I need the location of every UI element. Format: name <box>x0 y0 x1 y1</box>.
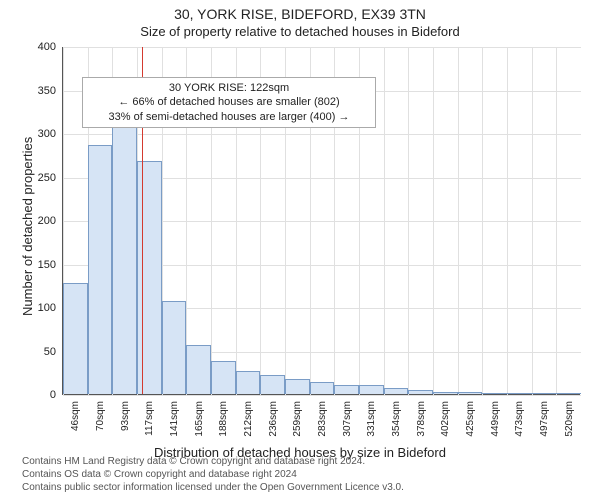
x-tick-label: 425sqm <box>465 401 476 437</box>
x-tick-label: 93sqm <box>120 401 131 431</box>
histogram-bar <box>532 393 557 394</box>
y-tick-label: 150 <box>26 259 56 271</box>
histogram-bar <box>63 283 88 394</box>
gridline <box>63 47 581 48</box>
chart-container: 30, YORK RISE, BIDEFORD, EX39 3TN Size o… <box>0 0 600 500</box>
x-tick-label: 331sqm <box>366 401 377 437</box>
histogram-bar <box>482 393 507 394</box>
footer-line-2: Contains OS data © Crown copyright and d… <box>22 468 404 481</box>
histogram-bar <box>285 379 310 394</box>
histogram-bar <box>433 392 458 394</box>
footer-attribution: Contains HM Land Registry data © Crown c… <box>22 455 404 494</box>
gridline <box>63 395 581 396</box>
annotation-box: 30 YORK RISE: 122sqm← 66% of detached ho… <box>82 77 376 128</box>
x-tick-label: 307sqm <box>342 401 353 437</box>
histogram-bar <box>88 145 113 394</box>
y-tick-label: 0 <box>26 389 56 401</box>
x-tick-label: 402sqm <box>440 401 451 437</box>
histogram-bar <box>162 301 187 394</box>
x-tick-label: 283sqm <box>317 401 328 437</box>
gridline <box>63 134 581 135</box>
x-tick-label: 236sqm <box>268 401 279 437</box>
histogram-bar <box>334 385 359 394</box>
annotation-line: 30 YORK RISE: 122sqm <box>89 81 369 95</box>
x-tick-label: 378sqm <box>416 401 427 437</box>
y-tick-label: 50 <box>26 346 56 358</box>
x-tick-label: 141sqm <box>169 401 180 437</box>
histogram-bar <box>507 393 532 394</box>
x-tick-label: 212sqm <box>243 401 254 437</box>
y-tick-label: 350 <box>26 85 56 97</box>
x-tick-label: 188sqm <box>218 401 229 437</box>
x-tick-label: 46sqm <box>70 401 81 431</box>
histogram-bar <box>310 382 335 394</box>
y-tick-label: 300 <box>26 128 56 140</box>
x-tick-label: 473sqm <box>514 401 525 437</box>
histogram-bar <box>260 375 285 394</box>
x-tick-label: 497sqm <box>539 401 550 437</box>
histogram-bar <box>359 385 384 394</box>
histogram-bar <box>211 361 236 394</box>
y-tick-label: 400 <box>26 41 56 53</box>
y-tick-label: 200 <box>26 215 56 227</box>
histogram-bar <box>112 123 137 394</box>
x-tick-label: 117sqm <box>144 401 155 436</box>
footer-line-1: Contains HM Land Registry data © Crown c… <box>22 455 404 468</box>
chart-subtitle: Size of property relative to detached ho… <box>0 24 600 39</box>
histogram-bar <box>458 392 483 394</box>
histogram-bar <box>186 345 211 394</box>
chart-title: 30, YORK RISE, BIDEFORD, EX39 3TN <box>0 6 600 22</box>
annotation-line: 33% of semi-detached houses are larger (… <box>89 110 369 124</box>
x-tick-label: 70sqm <box>95 401 106 431</box>
x-tick-label: 449sqm <box>490 401 501 437</box>
histogram-bar <box>384 388 409 394</box>
histogram-bar <box>137 161 162 394</box>
y-tick-label: 100 <box>26 302 56 314</box>
x-tick-label: 520sqm <box>564 401 575 437</box>
footer-line-3: Contains public sector information licen… <box>22 481 404 494</box>
y-tick-label: 250 <box>26 172 56 184</box>
histogram-bar <box>408 390 433 394</box>
x-tick-label: 354sqm <box>391 401 402 437</box>
histogram-bar <box>236 371 261 394</box>
x-tick-label: 259sqm <box>292 401 303 437</box>
histogram-bar <box>556 393 581 394</box>
x-tick-label: 165sqm <box>194 401 205 437</box>
annotation-line: ← 66% of detached houses are smaller (80… <box>89 95 369 109</box>
